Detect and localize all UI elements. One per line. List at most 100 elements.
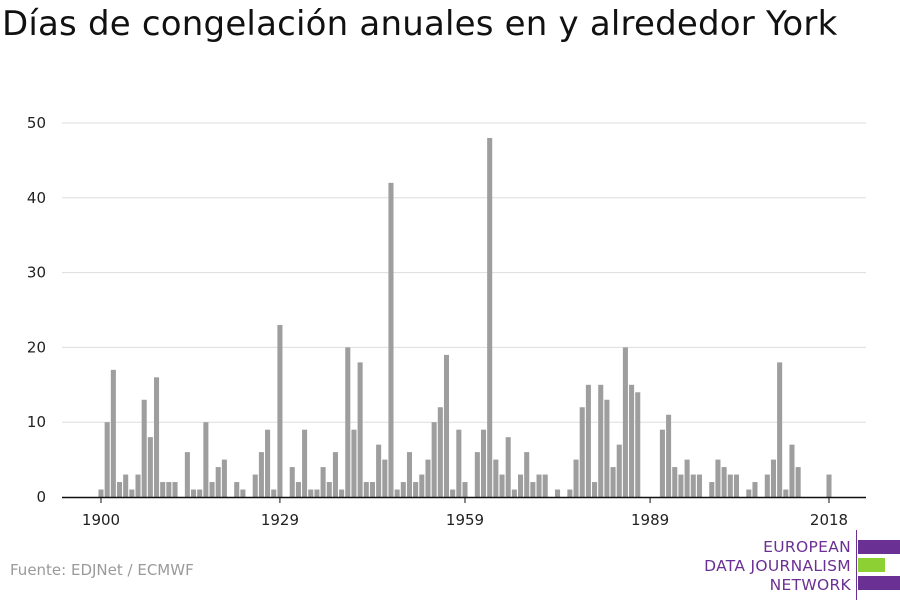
- bar-1906: [135, 474, 141, 497]
- bar-2018: [826, 474, 832, 497]
- bar-1911: [166, 482, 172, 497]
- bar-1995: [684, 459, 690, 497]
- bars: [98, 137, 832, 497]
- bar-1952: [419, 474, 425, 497]
- bar-1958: [456, 429, 462, 497]
- bar-1925: [252, 474, 258, 497]
- bar-1939: [339, 489, 345, 497]
- y-tick-label: 30: [27, 264, 46, 282]
- bar-1985: [622, 347, 628, 497]
- bar-1968: [518, 474, 524, 497]
- bar-1926: [258, 452, 264, 497]
- bar-1996: [690, 474, 696, 497]
- bar-1934: [308, 489, 314, 497]
- bar-1959: [462, 482, 468, 497]
- bar-1929: [277, 324, 283, 497]
- y-tick-labels: 0 10 20 30 40 50: [27, 114, 46, 506]
- bar-1993: [672, 467, 678, 497]
- bar-2008: [764, 474, 770, 497]
- bar-1991: [659, 429, 665, 497]
- bar-2001: [721, 467, 727, 497]
- bar-1905: [129, 489, 135, 497]
- bar-1967: [511, 489, 517, 497]
- x-tick-label: 1929: [261, 511, 299, 529]
- bar-2005: [746, 489, 752, 497]
- bar-1953: [425, 459, 431, 497]
- bar-1957: [450, 489, 456, 497]
- bar-1977: [573, 459, 579, 497]
- bar-1917: [203, 422, 209, 497]
- bar-1969: [524, 452, 530, 497]
- bar-1927: [265, 429, 271, 497]
- bar-1971: [536, 474, 542, 497]
- gridlines: [62, 122, 866, 423]
- bar-1980: [592, 482, 598, 497]
- bar-1944: [369, 482, 375, 497]
- logo-divider: [856, 530, 857, 600]
- bar-1909: [154, 377, 160, 497]
- logo-bar-top: [858, 540, 900, 554]
- y-tick-label: 50: [27, 114, 46, 132]
- bar-2010: [777, 362, 783, 497]
- bar-1931: [289, 467, 295, 497]
- bar-1943: [363, 482, 369, 497]
- logo-text-line-3: NETWORK: [769, 576, 851, 594]
- bar-1902: [110, 369, 116, 497]
- bar-1937: [326, 482, 332, 497]
- x-tick-label: 1900: [82, 511, 120, 529]
- edjnet-logo[interactable]: EUROPEAN DATA JOURNALISM NETWORK: [700, 530, 900, 600]
- bar-1978: [579, 407, 585, 497]
- bar-1932: [295, 482, 301, 497]
- bar-1976: [567, 489, 573, 497]
- bar-1949: [400, 482, 406, 497]
- bar-1938: [332, 452, 338, 497]
- bar-1936: [320, 467, 326, 497]
- bar-1992: [666, 414, 672, 497]
- bar-1903: [116, 482, 123, 497]
- bar-1972: [542, 474, 548, 497]
- bar-1979: [585, 384, 591, 497]
- bar-1962: [480, 429, 487, 497]
- bar-2002: [727, 474, 733, 497]
- logo-text-line-2: DATA JOURNALISM: [704, 557, 851, 575]
- bar-1923: [240, 489, 246, 497]
- bar-1907: [141, 399, 147, 497]
- bar-1963: [487, 137, 493, 497]
- bar-1954: [431, 422, 437, 497]
- bar-1981: [598, 384, 604, 497]
- bar-1919: [215, 467, 221, 497]
- bar-2009: [770, 459, 777, 497]
- bar-2006: [752, 482, 758, 497]
- bar-1935: [314, 489, 320, 497]
- bar-1947: [388, 182, 394, 497]
- bar-2013: [795, 467, 801, 497]
- bar-1986: [629, 384, 635, 497]
- bar-1964: [493, 459, 499, 497]
- y-tick-label: 40: [27, 189, 46, 207]
- bar-1999: [709, 482, 715, 497]
- bar-1983: [610, 467, 616, 497]
- bar-1918: [209, 482, 215, 497]
- bar-1922: [234, 482, 240, 497]
- bar-1982: [604, 399, 610, 497]
- bar-1908: [147, 437, 153, 497]
- bar-1904: [123, 474, 129, 497]
- bar-1946: [382, 459, 388, 497]
- bar-1966: [505, 437, 511, 497]
- y-tick-label: 10: [27, 413, 46, 431]
- source-note: Fuente: EDJNet / ECMWF: [10, 561, 194, 579]
- bar-2012: [789, 444, 795, 497]
- bar-1956: [443, 354, 450, 497]
- bar-1951: [413, 482, 419, 497]
- bar-1942: [357, 362, 363, 497]
- bar-1955: [437, 407, 443, 497]
- bar-1928: [271, 489, 277, 497]
- chart-title: Días de congelación anuales en y alreded…: [2, 4, 838, 44]
- bar-1916: [197, 489, 203, 497]
- bar-1970: [530, 482, 536, 497]
- bar-2003: [733, 474, 739, 497]
- bar-1994: [678, 474, 684, 497]
- y-tick-label: 20: [27, 338, 46, 356]
- bar-1920: [221, 459, 227, 497]
